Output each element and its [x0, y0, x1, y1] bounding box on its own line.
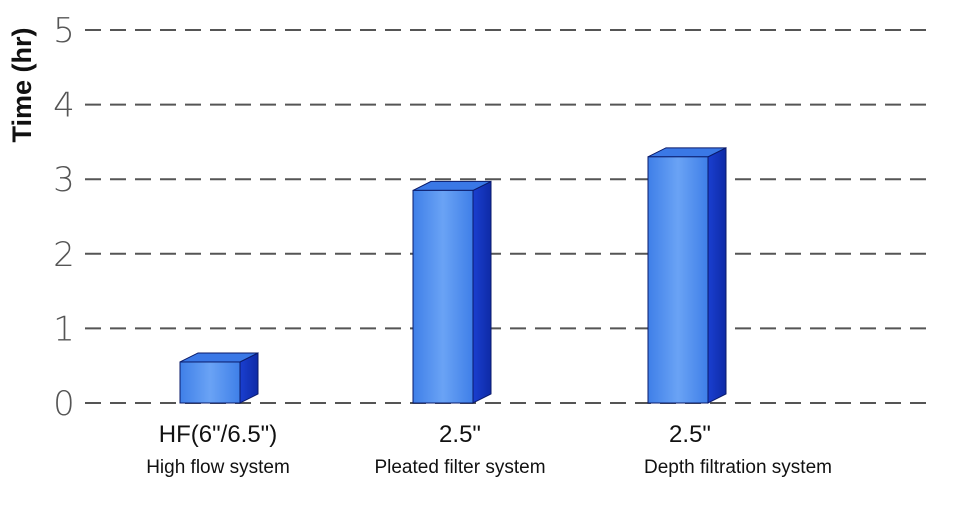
- bar-side: [707, 147, 727, 404]
- bar: [179, 352, 259, 404]
- y-tick-label: 4: [53, 86, 75, 126]
- category-label: HF(6"/6.5"): [159, 421, 277, 448]
- category-sublabel: High flow system: [146, 457, 290, 478]
- bar-front: [179, 361, 241, 404]
- y-axis-label: Time (hr): [7, 27, 37, 142]
- category-sublabel: Pleated filter system: [374, 457, 545, 478]
- x-axis-categories: HF(6"/6.5") High flow system 2.5" Pleated f…: [146, 421, 832, 478]
- y-tick-label: 1: [53, 309, 75, 349]
- y-axis-ticks: 0 1 2 3 4 5: [53, 11, 75, 424]
- category-label: 2.5": [669, 421, 711, 448]
- category-sublabel: Depth filtration system: [644, 457, 832, 478]
- bars: [179, 147, 727, 404]
- bar: [647, 147, 727, 404]
- y-tick-label: 2: [53, 235, 75, 275]
- bar-front: [412, 189, 474, 404]
- category-label: 2.5": [439, 421, 481, 448]
- y-tick-label: 0: [53, 384, 75, 424]
- gridlines: [85, 29, 935, 404]
- bar-front: [647, 156, 709, 404]
- bar-side: [472, 180, 492, 404]
- y-tick-label: 5: [53, 11, 75, 51]
- y-tick-label: 3: [53, 160, 75, 200]
- bar: [412, 180, 492, 404]
